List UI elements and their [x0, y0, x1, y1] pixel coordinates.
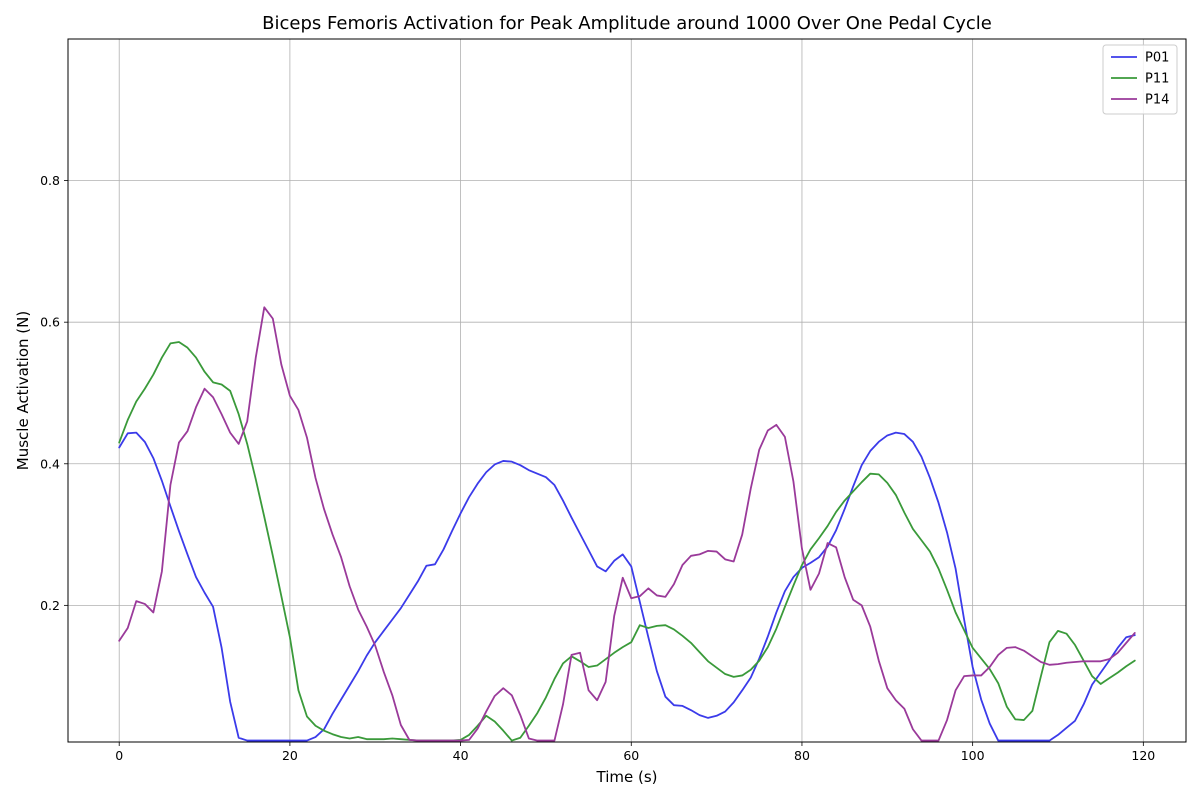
x-tick-label: 120 — [1131, 748, 1155, 763]
y-axis-label: Muscle Activation (N) — [14, 311, 32, 470]
x-tick-label: 80 — [794, 748, 810, 763]
y-tick-label: 0.4 — [40, 456, 60, 471]
legend-label-p01: P01 — [1145, 51, 1169, 66]
legend-box — [1102, 44, 1178, 115]
legend-label-p11: P11 — [1145, 72, 1169, 87]
chart-title: Biceps Femoris Activation for Peak Ampli… — [262, 13, 992, 34]
x-axis-label: Time (s) — [596, 768, 658, 786]
series-line-p14 — [118, 306, 1136, 742]
x-tick-label: 100 — [961, 748, 985, 763]
y-tick-label: 0.2 — [40, 598, 60, 613]
legend: P01 P11 P14 — [1102, 44, 1178, 115]
y-tick-label: 0.8 — [40, 173, 60, 188]
legend-label-p14: P14 — [1145, 93, 1169, 108]
x-tick-label: 20 — [282, 748, 298, 763]
grid — [68, 39, 1186, 742]
y-tick-label: 0.6 — [40, 315, 60, 330]
series-line-p11 — [118, 341, 1136, 742]
series-layer — [118, 306, 1136, 742]
series-line-p01 — [118, 431, 1136, 742]
x-tick-label: 60 — [623, 748, 639, 763]
x-tick-label: 0 — [115, 748, 123, 763]
ticks: 0 20 40 60 80 100 120 0.2 0.4 0.6 0.8 — [40, 173, 1155, 763]
x-tick-label: 40 — [453, 748, 469, 763]
plot-frame — [67, 38, 1187, 743]
